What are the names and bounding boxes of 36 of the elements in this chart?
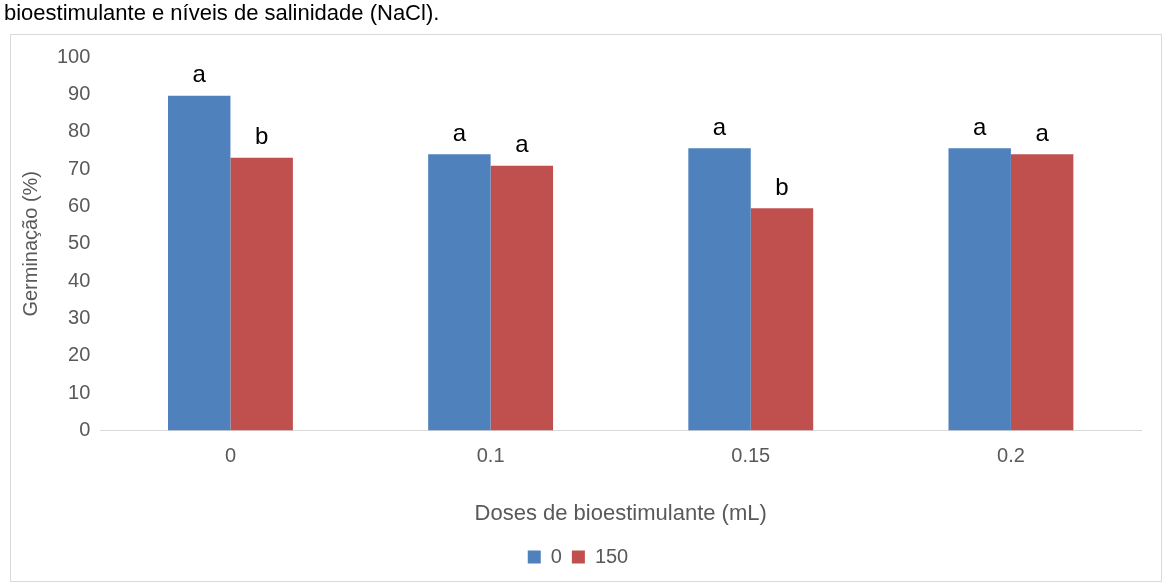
bar [168, 95, 231, 431]
y-tick-label: 80 [68, 119, 91, 142]
x-tick-label: 0.15 [731, 444, 771, 467]
bar [1010, 154, 1074, 431]
y-tick-label: 40 [68, 268, 91, 291]
bar [750, 208, 814, 431]
legend-label: 0 [550, 544, 562, 567]
y-axis-title: Germinação (%) [18, 171, 41, 317]
y-tick-label: 60 [68, 193, 91, 216]
data-label: a [973, 112, 988, 140]
x-tick-label: 0.1 [476, 444, 505, 467]
bar [428, 154, 491, 431]
data-label: b [254, 122, 269, 150]
x-tick-label: 0 [224, 444, 237, 467]
y-tick-label: 30 [68, 306, 91, 329]
x-axis-title: Doses de bioestimulante (mL) [474, 499, 767, 525]
y-tick-label: 10 [68, 380, 91, 403]
chart-title: bioestimulante e níveis de salinidade (NaCl). [4, 0, 440, 26]
bar [688, 148, 751, 431]
y-tick-label: 50 [68, 231, 91, 254]
data-label: a [515, 130, 530, 158]
data-label: b [775, 172, 789, 200]
data-label: a [712, 112, 727, 140]
bar [490, 165, 554, 431]
data-label: a [1035, 118, 1050, 146]
bar [230, 157, 293, 431]
data-label: a [452, 118, 467, 146]
x-tick-label: 0.2 [997, 444, 1025, 467]
y-tick-label: 20 [68, 343, 91, 366]
y-tick-label: 90 [68, 81, 91, 104]
y-tick-label: 0 [79, 418, 91, 441]
y-tick-label: 100 [56, 44, 91, 67]
y-tick-label: 70 [68, 156, 91, 179]
data-label: a [192, 60, 207, 88]
bar [948, 148, 1011, 431]
legend-label: 150 [594, 544, 629, 567]
